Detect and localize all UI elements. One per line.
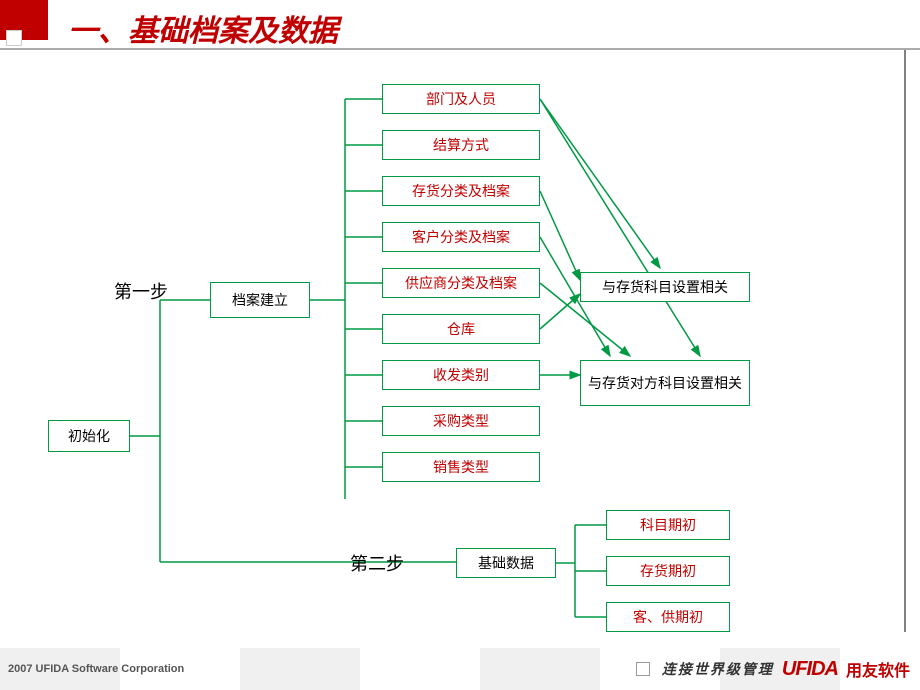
archive-item: 客户分类及档案 <box>382 222 540 252</box>
node-right-2: 与存货对方科目设置相关 <box>580 360 750 406</box>
step2-label: 第二步 <box>350 550 404 576</box>
archive-item-text: 结算方式 <box>433 136 489 154</box>
archive-item: 仓库 <box>382 314 540 344</box>
archive-item: 供应商分类及档案 <box>382 268 540 298</box>
base-item-text: 存货期初 <box>640 562 696 580</box>
node-base-data: 基础数据 <box>456 548 556 578</box>
node-right-1: 与存货科目设置相关 <box>580 272 750 302</box>
footer-square-icon <box>636 662 650 676</box>
node-right-2-text: 与存货对方科目设置相关 <box>588 374 742 392</box>
archive-item: 部门及人员 <box>382 84 540 114</box>
archive-item: 销售类型 <box>382 452 540 482</box>
archive-item-text: 存货分类及档案 <box>412 182 510 200</box>
slide-header: 一、基础档案及数据 <box>0 0 920 50</box>
slide-footer: 2007 UFIDA Software Corporation 连接世界级管理 … <box>0 648 920 690</box>
archive-item: 收发类别 <box>382 360 540 390</box>
base-item-text: 科目期初 <box>640 516 696 534</box>
base-item: 存货期初 <box>606 556 730 586</box>
ufida-logo-cn: 用友软件 <box>846 657 910 681</box>
archive-item-text: 仓库 <box>447 320 475 338</box>
archive-item-text: 销售类型 <box>433 458 489 476</box>
step1-label: 第一步 <box>114 278 168 304</box>
node-archive-setup-text: 档案建立 <box>232 291 288 309</box>
node-init: 初始化 <box>48 420 130 452</box>
node-base-data-text: 基础数据 <box>478 554 534 572</box>
archive-item-text: 供应商分类及档案 <box>405 274 517 292</box>
node-archive-setup: 档案建立 <box>210 282 310 318</box>
archive-item: 结算方式 <box>382 130 540 160</box>
footer-tagline: 连接世界级管理 <box>662 659 774 679</box>
footer-branding: 连接世界级管理 UFIDA 用友软件 <box>636 657 910 681</box>
base-item-text: 客、供期初 <box>633 608 703 626</box>
archive-item: 存货分类及档案 <box>382 176 540 206</box>
archive-item-text: 采购类型 <box>433 412 489 430</box>
ufida-logo: UFIDA <box>782 658 838 681</box>
header-white-block <box>6 30 22 46</box>
archive-item-text: 收发类别 <box>433 366 489 384</box>
archive-item: 采购类型 <box>382 406 540 436</box>
footer-copyright: 2007 UFIDA Software Corporation <box>8 663 184 675</box>
node-init-text: 初始化 <box>68 427 110 445</box>
node-right-1-text: 与存货科目设置相关 <box>602 278 728 296</box>
slide-title: 一、基础档案及数据 <box>68 6 338 50</box>
flowchart: 第一步 第二步 初始化 档案建立 基础数据 与存货科目设置相关 与存货对方科目设… <box>0 50 920 640</box>
archive-item-text: 部门及人员 <box>426 90 496 108</box>
base-item: 科目期初 <box>606 510 730 540</box>
base-item: 客、供期初 <box>606 602 730 632</box>
archive-item-text: 客户分类及档案 <box>412 228 510 246</box>
